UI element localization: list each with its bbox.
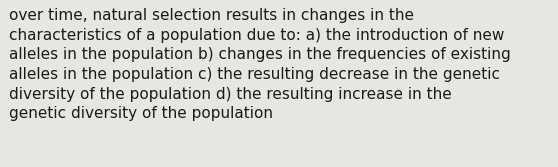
Text: over time, natural selection results in changes in the
characteristics of a popu: over time, natural selection results in …: [9, 8, 511, 121]
